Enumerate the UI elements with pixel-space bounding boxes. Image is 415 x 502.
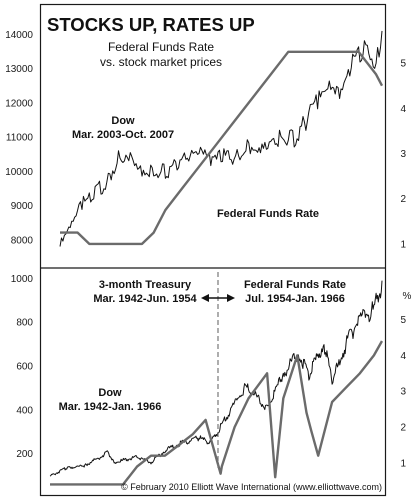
left-axis-tick-label: 13000 <box>5 64 33 75</box>
left-axis-tick-label: 10000 <box>5 167 33 178</box>
rate-line-panel-1 <box>60 50 384 246</box>
left-axis-tick-label: 800 <box>16 318 33 329</box>
copyright-text: © February 2010 Elliott Wave Internation… <box>121 482 382 492</box>
right-axis-tick-label: 3 <box>400 149 406 160</box>
fed-funds-period: Jul. 1954-Jan. 1966 <box>245 293 345 305</box>
top-dow-period: Mar. 2003-Oct. 2007 <box>72 129 174 141</box>
left-axis-tick-label: 14000 <box>5 30 33 41</box>
dow-line-panel-1 <box>59 30 383 247</box>
left-axis-tick-label: 12000 <box>5 98 33 109</box>
left-axis-tick-label: 400 <box>16 405 33 416</box>
treasury-label: 3-month Treasury <box>99 279 192 291</box>
left-axis-tick-label: 8000 <box>11 235 34 246</box>
right-axis-tick-label: 4 <box>400 351 406 362</box>
right-axis-tick-label: 4 <box>400 104 406 115</box>
rate-line-panel-2 <box>50 340 384 486</box>
period-double-arrow <box>201 294 235 302</box>
right-axis-tick-label: 5 <box>400 59 406 70</box>
right-axis-tick-label: 5 <box>400 315 406 326</box>
right-axis-tick-label: 1 <box>400 239 406 250</box>
top-rate-label: Federal Funds Rate <box>217 208 319 220</box>
left-axis-tick-label: 1000 <box>11 274 34 285</box>
dow-line-panel-2 <box>49 280 383 477</box>
chart-title: STOCKS UP, RATES UP <box>47 14 255 35</box>
bottom-right-axis-unit: % <box>403 291 412 302</box>
left-axis-tick-label: 600 <box>16 362 33 373</box>
top-dow-label: Dow <box>111 115 135 127</box>
right-axis-tick-label: 2 <box>400 194 406 205</box>
chart-subtitle-line-2: vs. stock market prices <box>100 55 222 69</box>
left-axis-tick-label: 11000 <box>6 133 34 144</box>
axes-layer: 1400013000120001100010000900080005432110… <box>5 30 406 470</box>
bottom-dow-label: Dow <box>98 387 122 399</box>
chart-subtitle-line-1: Federal Funds Rate <box>108 40 214 54</box>
left-axis-tick-label: 9000 <box>11 201 34 212</box>
fed-funds-label: Federal Funds Rate <box>244 279 346 291</box>
chart-frame <box>39 3 387 497</box>
treasury-period: Mar. 1942-Jun. 1954 <box>93 293 197 305</box>
left-axis-tick-label: 200 <box>16 449 33 460</box>
right-axis-tick-label: 2 <box>400 423 406 434</box>
right-axis-tick-label: 3 <box>400 387 406 398</box>
series-layer <box>49 30 384 486</box>
right-axis-tick-label: 1 <box>400 458 406 469</box>
bottom-dow-period: Mar. 1942-Jan. 1966 <box>59 401 162 413</box>
